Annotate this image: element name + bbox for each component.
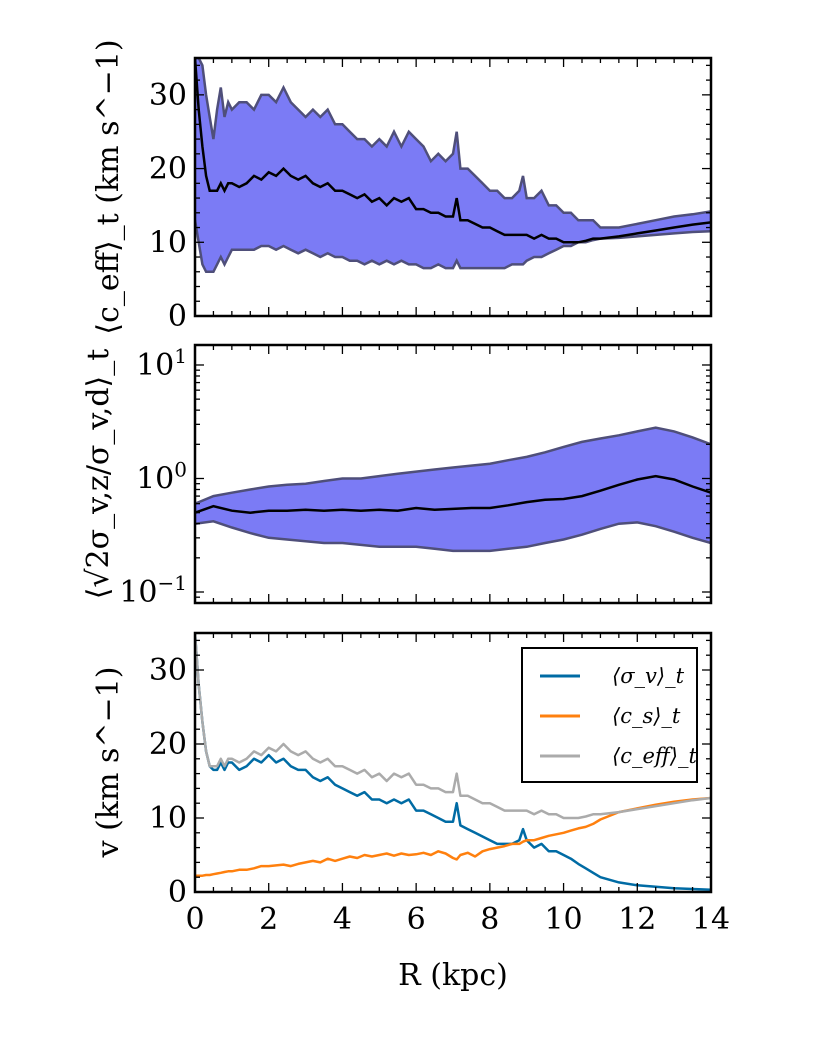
- top-upper-line: [195, 58, 711, 229]
- top-ylabel: ⟨c_eff⟩_t (km s^−1): [91, 39, 126, 334]
- bottom-xtick-label: 0: [185, 902, 204, 937]
- middle-band: [195, 427, 711, 551]
- bottom-ytick-label: 0: [168, 875, 187, 910]
- middle-ytick-label: 101: [136, 344, 187, 383]
- bottom-xtick-label: 6: [407, 902, 426, 937]
- bottom-xtick-label: 2: [259, 902, 278, 937]
- legend-label-sigma_v: ⟨σ_v⟩_t: [612, 664, 685, 688]
- middle-series-group: [195, 426, 711, 553]
- top-ytick-label: 0: [168, 299, 187, 334]
- bottom-ytick-label: 20: [149, 727, 187, 762]
- top-ytick-label: 20: [149, 152, 187, 187]
- bottom-ytick-label: 10: [149, 801, 187, 836]
- legend-label-c_s: ⟨c_s⟩_t: [612, 704, 681, 728]
- bottom-xtick-label: 10: [544, 902, 582, 937]
- bottom-xtick-label: 12: [618, 902, 656, 937]
- top-ytick-label: 10: [149, 225, 187, 260]
- middle-ylabel: ⟨√2σ_v,z/σ_v,d⟩_t: [81, 349, 116, 600]
- top-ytick-label: 30: [149, 78, 187, 113]
- bottom-xtick-label: 14: [692, 902, 730, 937]
- middle-median-line: [195, 474, 711, 514]
- top-median-line: [195, 58, 711, 244]
- bottom-xtick-label: 4: [333, 902, 352, 937]
- middle-ytick-label: 10−1: [119, 571, 187, 610]
- bottom-line-sigma_v: [195, 633, 711, 892]
- bottom-series-group: [195, 633, 711, 892]
- middle-lower-line: [195, 520, 711, 553]
- bottom-line-c_eff: [195, 633, 711, 820]
- top-lower-line: [195, 219, 711, 274]
- bottom-ytick-label: 30: [149, 653, 187, 688]
- bottom-ylabel: v (km s^−1): [91, 667, 126, 859]
- bottom-xlabel: R (kpc): [398, 958, 508, 993]
- bottom-line-c_s: [195, 796, 711, 877]
- middle-upper-line: [195, 426, 711, 505]
- middle-ytick-label: 100: [136, 457, 187, 496]
- bottom-xtick-label: 8: [480, 902, 499, 937]
- legend-label-c_eff: ⟨c_eff⟩_t: [612, 744, 697, 768]
- top-band: [195, 58, 711, 272]
- top-series-group: [195, 58, 711, 274]
